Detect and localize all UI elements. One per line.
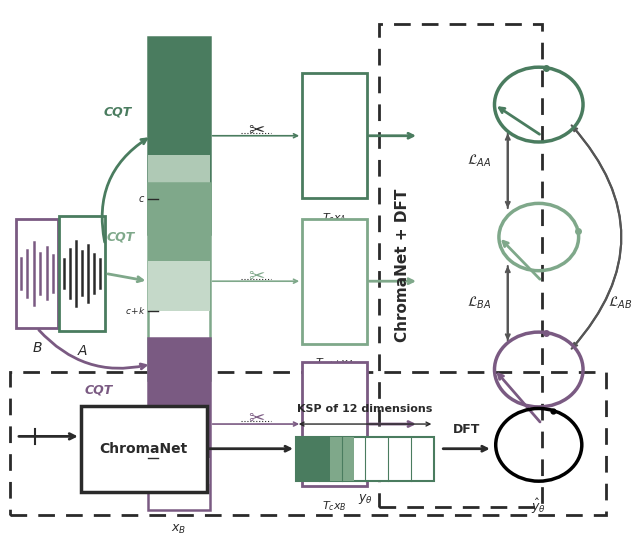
Bar xyxy=(149,155,210,199)
Bar xyxy=(81,406,207,492)
Bar xyxy=(379,24,542,507)
Text: $y_\theta$: $y_\theta$ xyxy=(358,492,372,505)
Bar xyxy=(59,216,106,331)
Text: ✂: ✂ xyxy=(248,266,264,286)
Bar xyxy=(149,37,210,234)
Text: $x_B$: $x_B$ xyxy=(171,523,186,536)
Bar xyxy=(149,338,210,458)
Bar xyxy=(149,458,210,484)
Text: $x_A$: $x_A$ xyxy=(171,248,186,260)
Text: $c$: $c$ xyxy=(138,194,145,204)
Text: $\mathcal{L}_{BA}$: $\mathcal{L}_{BA}$ xyxy=(467,295,492,311)
Text: $c\!+\!k$: $c\!+\!k$ xyxy=(125,306,145,316)
Bar xyxy=(302,362,367,486)
Bar xyxy=(302,219,367,344)
Bar xyxy=(16,219,58,328)
Bar xyxy=(302,73,367,198)
Text: $\mathcal{L}_{AA}$: $\mathcal{L}_{AA}$ xyxy=(467,152,492,169)
Text: ChromaNet + DFT: ChromaNet + DFT xyxy=(395,189,410,343)
Bar xyxy=(149,262,210,311)
Text: $\hat{y}_\theta$: $\hat{y}_\theta$ xyxy=(532,497,546,516)
Text: $T_c x_A$: $T_c x_A$ xyxy=(322,211,347,225)
Bar xyxy=(296,437,434,481)
Text: $T_c x_B$: $T_c x_B$ xyxy=(322,500,347,513)
Text: $c$: $c$ xyxy=(138,453,145,463)
Bar xyxy=(10,372,607,515)
Text: CQT: CQT xyxy=(106,230,135,243)
Text: ✂: ✂ xyxy=(248,410,264,428)
Bar xyxy=(149,37,210,155)
Text: ChromaNet: ChromaNet xyxy=(100,442,188,456)
Text: DFT: DFT xyxy=(453,423,480,436)
Bar xyxy=(331,437,353,481)
Text: KSP of 12 dimensions: KSP of 12 dimensions xyxy=(298,404,433,414)
Bar xyxy=(149,182,210,262)
Bar xyxy=(149,338,210,510)
Text: $A$: $A$ xyxy=(76,344,88,358)
Text: $\mathcal{L}_{AB}$: $\mathcal{L}_{AB}$ xyxy=(608,295,632,311)
Text: ✂: ✂ xyxy=(248,121,264,140)
Text: CQT: CQT xyxy=(85,384,113,397)
Bar xyxy=(296,437,331,481)
Text: $T_{c+k} x_A$: $T_{c+k} x_A$ xyxy=(315,356,354,370)
Bar xyxy=(149,182,210,380)
Text: CQT: CQT xyxy=(104,106,131,119)
Text: $B$: $B$ xyxy=(32,341,42,355)
Text: $x_A$: $x_A$ xyxy=(171,393,186,406)
